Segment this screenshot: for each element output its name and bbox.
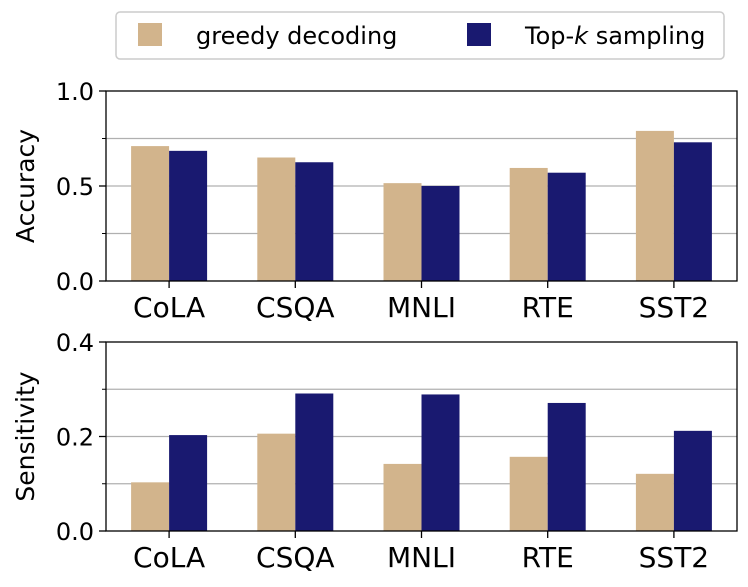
x-tick-label: CoLA <box>133 541 205 574</box>
bar-greedy-sst2 <box>635 473 674 531</box>
bar-topk-rte <box>547 402 586 531</box>
y-axis-title: Sensitivity <box>11 371 40 501</box>
legend-label: greedy decoding <box>196 22 397 50</box>
bar-greedy-csqa <box>257 433 296 531</box>
y-axis-title: Accuracy <box>11 129 40 243</box>
bar-topk-cola <box>169 435 208 531</box>
sensitivity-chart: 0.0 0.2 0.4 CoLA CSQA MNLI RTE SST2 Sensitivity <box>11 329 738 574</box>
x-tick-label: MNLI <box>387 541 456 574</box>
bar-greedy-rte <box>509 167 548 281</box>
x-tick-label: CSQA <box>256 291 335 324</box>
bar-greedy-mnli <box>383 183 422 281</box>
bar-topk-mnli <box>421 394 460 531</box>
legend-label: Top-k sampling <box>524 22 705 50</box>
y-tick-label: 0.4 <box>56 329 94 357</box>
bar-greedy-csqa <box>257 157 296 281</box>
legend-swatch <box>138 23 162 46</box>
x-tick-label: MNLI <box>387 291 456 324</box>
x-tick-label: CoLA <box>133 291 205 324</box>
legend-frame <box>115 11 725 60</box>
y-tick-label: 1.0 <box>56 78 94 106</box>
bar-topk-csqa <box>295 393 334 531</box>
legend: greedy decoding Top-k sampling <box>115 11 725 60</box>
bar-topk-sst2 <box>673 430 712 531</box>
bar-greedy-cola <box>131 482 170 531</box>
y-tick-label: 0.5 <box>56 173 94 201</box>
y-tick-label: 0.0 <box>56 518 94 546</box>
legend-swatch <box>467 23 491 46</box>
bar-topk-rte <box>547 172 586 281</box>
bar-topk-sst2 <box>673 142 712 281</box>
bar-greedy-sst2 <box>635 130 674 281</box>
y-tick-label: 0.2 <box>56 424 94 452</box>
bar-topk-csqa <box>295 162 334 281</box>
bar-topk-mnli <box>421 186 460 281</box>
x-tick-label: SST2 <box>639 291 709 324</box>
y-tick-label: 0.0 <box>56 268 94 296</box>
bar-topk-cola <box>169 150 208 281</box>
x-tick-label: RTE <box>522 541 574 574</box>
bar-greedy-rte <box>509 456 548 531</box>
x-tick-label: SST2 <box>639 541 709 574</box>
x-tick-label: RTE <box>522 291 574 324</box>
bar-greedy-cola <box>131 146 170 281</box>
x-tick-label: CSQA <box>256 541 335 574</box>
bar-greedy-mnli <box>383 463 422 531</box>
accuracy-chart: 0.0 0.5 1.0 CoLA CSQA MNLI RTE SST2 Accuracy <box>11 78 738 324</box>
